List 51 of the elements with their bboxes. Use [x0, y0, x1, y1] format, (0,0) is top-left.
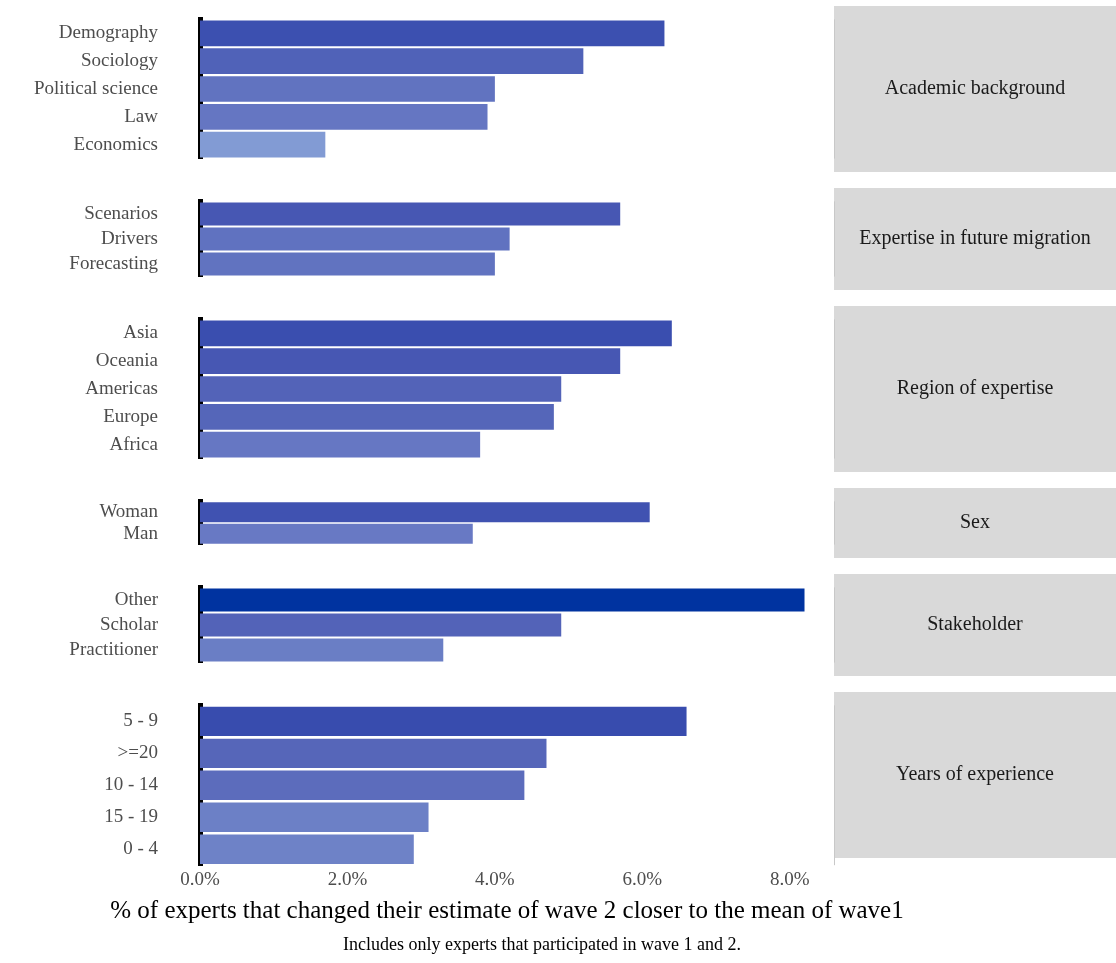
x-tick-label: 4.0% — [475, 867, 515, 889]
bar — [200, 802, 429, 832]
text: Sex — [960, 510, 990, 533]
bar — [200, 834, 414, 864]
bar — [200, 104, 488, 130]
bar — [200, 738, 547, 769]
bar — [200, 706, 687, 737]
y-tick-label: Africa — [109, 432, 159, 454]
y-tick-label: Man — [123, 521, 159, 543]
text: Expertise in future migration — [859, 226, 1091, 250]
x-tick-label: 0.0% — [180, 867, 220, 889]
bar — [200, 20, 665, 47]
text: Years of experience — [896, 762, 1055, 786]
y-tick-label: Scenarios — [84, 201, 158, 223]
y-tick-label: 0 - 4 — [123, 837, 159, 859]
y-tick-label: Political science — [34, 76, 158, 98]
bar — [200, 431, 481, 458]
y-tick-label: >=20 — [117, 741, 158, 763]
y-tick-label: 10 - 14 — [104, 773, 159, 795]
bar — [200, 131, 326, 158]
y-tick-label: Sociology — [80, 49, 159, 71]
y-tick-label: Forecasting — [69, 252, 159, 274]
text: Academic background — [884, 76, 1066, 100]
y-tick-label: 15 - 19 — [104, 805, 158, 827]
bar — [200, 320, 672, 347]
y-tick-label: Practitioner — [69, 638, 159, 660]
y-tick-label: Americas — [85, 376, 158, 398]
y-tick-label: Demography — [58, 21, 159, 43]
text: Includes only experts that participated in wave 1 and 2. — [342, 934, 742, 955]
y-tick-label: Europe — [103, 404, 158, 426]
x-tick-label: 8.0% — [769, 867, 810, 889]
y-tick-label: Oceania — [95, 349, 159, 371]
y-tick-label: Law — [124, 104, 159, 126]
x-tick-label: 6.0% — [622, 867, 663, 889]
y-tick-label: Scholar — [99, 612, 159, 634]
y-tick-label: Drivers — [101, 226, 158, 248]
bar — [200, 76, 495, 102]
bar — [200, 376, 562, 402]
x-axis-title: % of experts that changed their estimate of wave 2 closer to the mean of wave1 — [109, 896, 905, 924]
y-tick-label: Other — [114, 587, 159, 609]
x-tick-label: 2.0% — [327, 867, 368, 889]
y-tick-label: 5 - 9 — [123, 709, 158, 731]
y-tick-label: Economics — [73, 132, 158, 154]
text: Region of expertise — [896, 376, 1054, 400]
bar — [200, 48, 584, 74]
y-tick-label: Woman — [99, 500, 159, 522]
bar — [200, 770, 525, 800]
bar — [200, 404, 554, 430]
text: Stakeholder — [927, 612, 1024, 635]
bar — [200, 348, 621, 374]
y-tick-label: Asia — [123, 321, 159, 343]
